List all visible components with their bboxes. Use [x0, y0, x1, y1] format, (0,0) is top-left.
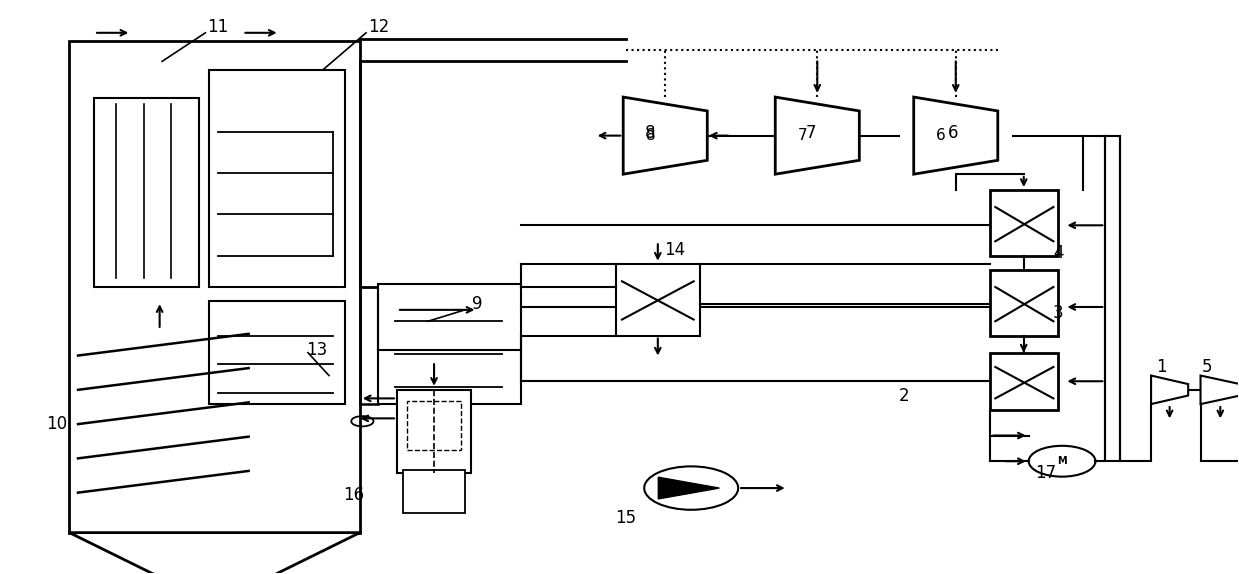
FancyBboxPatch shape: [406, 401, 461, 450]
FancyBboxPatch shape: [990, 352, 1058, 410]
FancyBboxPatch shape: [209, 70, 344, 287]
Text: 10: 10: [46, 415, 68, 433]
Text: 3: 3: [1053, 304, 1063, 321]
Text: 2: 2: [898, 386, 909, 405]
Text: 14: 14: [664, 241, 685, 259]
Text: 8: 8: [646, 128, 655, 143]
Text: 7: 7: [798, 128, 808, 143]
Polygon shape: [69, 533, 359, 574]
Text: 12: 12: [368, 18, 389, 36]
Text: 9: 9: [472, 295, 482, 313]
Text: 6: 6: [935, 128, 945, 143]
Text: 17: 17: [1036, 464, 1057, 482]
Polygon shape: [776, 97, 860, 174]
Text: M: M: [1057, 456, 1067, 466]
Text: 8: 8: [646, 124, 655, 142]
Polygon shape: [1151, 375, 1188, 404]
Text: 4: 4: [1053, 244, 1063, 262]
Text: 5: 5: [1202, 358, 1212, 376]
FancyBboxPatch shape: [69, 41, 359, 533]
Text: 11: 11: [207, 18, 228, 36]
Polygon shape: [913, 97, 997, 174]
FancyBboxPatch shape: [378, 284, 520, 404]
Text: 7: 7: [805, 124, 817, 142]
FancyBboxPatch shape: [990, 270, 1058, 336]
FancyBboxPatch shape: [94, 99, 199, 287]
FancyBboxPatch shape: [396, 390, 471, 472]
Polygon shape: [1201, 375, 1239, 404]
Polygon shape: [658, 477, 720, 499]
Text: 6: 6: [948, 124, 959, 142]
FancyBboxPatch shape: [616, 264, 700, 336]
Polygon shape: [623, 97, 707, 174]
FancyBboxPatch shape: [403, 470, 465, 513]
Text: 15: 15: [615, 509, 637, 528]
Text: 13: 13: [306, 341, 327, 359]
FancyBboxPatch shape: [990, 190, 1058, 255]
Text: 16: 16: [343, 487, 364, 505]
FancyBboxPatch shape: [209, 301, 344, 404]
Text: 1: 1: [1156, 358, 1166, 376]
